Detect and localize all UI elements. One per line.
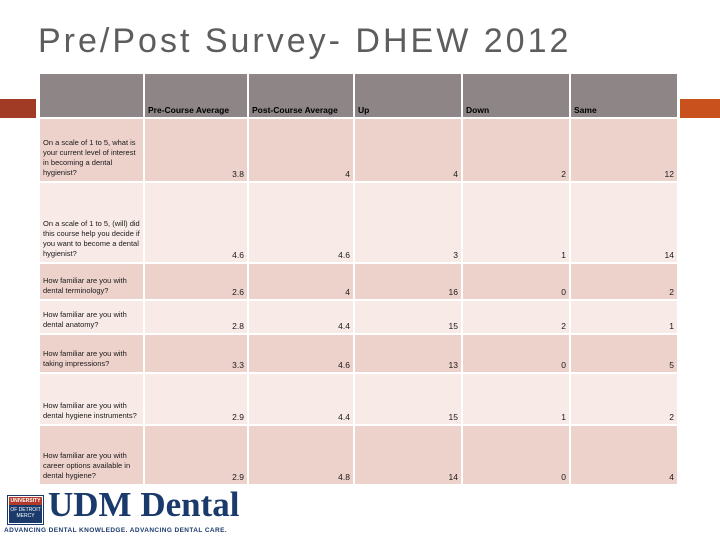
post-average-cell: 4.4: [249, 374, 353, 424]
post-average-cell: 4: [249, 119, 353, 181]
pre-average-cell: 2.9: [145, 426, 247, 484]
pre-average-cell: 4.6: [145, 183, 247, 262]
question-cell: How familiar are you with dental termino…: [40, 264, 143, 299]
survey-table: Pre-Course Average Post-Course Average U…: [38, 72, 679, 486]
same-cell: 2: [571, 264, 677, 299]
header-same: Same: [571, 74, 677, 117]
same-cell: 4: [571, 426, 677, 484]
down-cell: 0: [463, 335, 569, 372]
up-cell: 4: [355, 119, 461, 181]
question-cell: How familiar are you with dental anatomy…: [40, 301, 143, 333]
table-row: How familiar are you with dental anatomy…: [40, 301, 677, 333]
table-row: How familiar are you with dental hygiene…: [40, 374, 677, 424]
table-header-row: Pre-Course Average Post-Course Average U…: [40, 74, 677, 117]
page-title: Pre/Post Survey- DHEW 2012: [38, 22, 572, 60]
down-cell: 2: [463, 301, 569, 333]
up-cell: 16: [355, 264, 461, 299]
pre-average-cell: 2.8: [145, 301, 247, 333]
header-up: Up: [355, 74, 461, 117]
same-cell: 12: [571, 119, 677, 181]
up-cell: 15: [355, 301, 461, 333]
question-cell: How familiar are you with taking impress…: [40, 335, 143, 372]
badge-university-label: UNIVERSITY: [9, 497, 42, 505]
post-average-cell: 4.6: [249, 335, 353, 372]
post-average-cell: 4.4: [249, 301, 353, 333]
same-cell: 14: [571, 183, 677, 262]
table-row: On a scale of 1 to 5, what is your curre…: [40, 119, 677, 181]
pre-average-cell: 2.9: [145, 374, 247, 424]
down-cell: 0: [463, 426, 569, 484]
pre-average-cell: 3.8: [145, 119, 247, 181]
left-accent-bar: [0, 99, 36, 118]
header-post-course-average: Post-Course Average: [249, 74, 353, 117]
down-cell: 2: [463, 119, 569, 181]
table-row: How familiar are you with career options…: [40, 426, 677, 484]
badge-line-mercy: MERCY: [16, 513, 35, 519]
pre-average-cell: 2.6: [145, 264, 247, 299]
down-cell: 1: [463, 374, 569, 424]
badge-detroit-mercy-label: OF DETROIT MERCY: [9, 505, 42, 523]
university-crest-icon: UNIVERSITY OF DETROIT MERCY: [7, 495, 44, 525]
question-cell: How familiar are you with career options…: [40, 426, 143, 484]
up-cell: 13: [355, 335, 461, 372]
same-cell: 5: [571, 335, 677, 372]
header-pre-course-average: Pre-Course Average: [145, 74, 247, 117]
logo-tagline: ADVANCING DENTAL KNOWLEDGE. ADVANCING DE…: [4, 527, 228, 534]
post-average-cell: 4.6: [249, 183, 353, 262]
down-cell: 1: [463, 183, 569, 262]
question-cell: On a scale of 1 to 5, (will) did this co…: [40, 183, 143, 262]
question-cell: On a scale of 1 to 5, what is your curre…: [40, 119, 143, 181]
post-average-cell: 4: [249, 264, 353, 299]
up-cell: 3: [355, 183, 461, 262]
same-cell: 2: [571, 374, 677, 424]
pre-average-cell: 3.3: [145, 335, 247, 372]
table-row: On a scale of 1 to 5, (will) did this co…: [40, 183, 677, 262]
table-row: How familiar are you with taking impress…: [40, 335, 677, 372]
header-down: Down: [463, 74, 569, 117]
up-cell: 15: [355, 374, 461, 424]
same-cell: 1: [571, 301, 677, 333]
question-cell: How familiar are you with dental hygiene…: [40, 374, 143, 424]
up-cell: 14: [355, 426, 461, 484]
right-accent-bar: [680, 99, 720, 118]
down-cell: 0: [463, 264, 569, 299]
udm-dental-logo: UDM Dental: [48, 485, 240, 524]
header-question: [40, 74, 143, 117]
post-average-cell: 4.8: [249, 426, 353, 484]
table-row: How familiar are you with dental termino…: [40, 264, 677, 299]
badge-line-of-detroit: OF DETROIT: [10, 507, 41, 513]
